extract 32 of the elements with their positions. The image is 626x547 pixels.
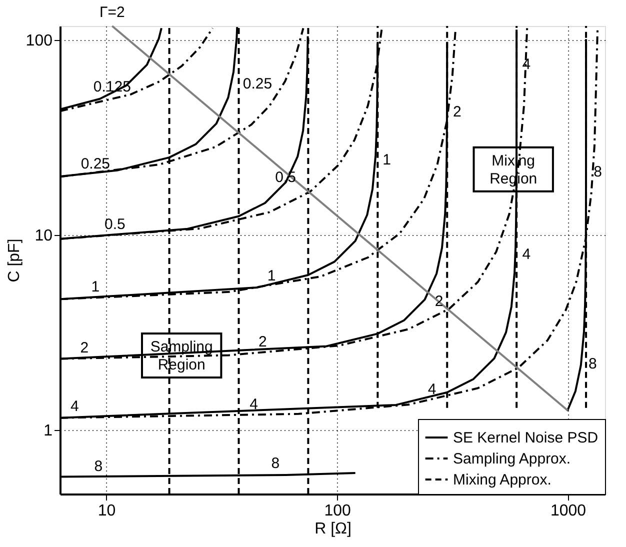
annotation: 8 <box>594 163 602 180</box>
legend-label: Sampling Approx. <box>453 450 571 468</box>
legend-label: Mixing Approx. <box>453 472 552 488</box>
annotation: 8 <box>271 454 280 472</box>
x-tick-label: 100 <box>324 502 351 520</box>
annotation: 0.5 <box>104 216 126 233</box>
annotation: 4 <box>522 246 531 263</box>
annotation: 4 <box>522 56 531 73</box>
annotation: 2 <box>258 333 267 350</box>
annotation: 2 <box>80 340 89 357</box>
annotation: 8 <box>94 458 103 475</box>
y-axis-title: C [pF] <box>6 238 23 282</box>
annotation: 0.25 <box>242 76 272 93</box>
legend-label: SE Kernel Noise PSD <box>453 430 598 446</box>
y-tick-label: 10 <box>34 228 53 245</box>
x-tick-label: 10 <box>98 502 116 520</box>
annotation: 4 <box>428 380 436 398</box>
annotation: 8 <box>588 355 597 372</box>
annotation: 0.25 <box>80 155 110 172</box>
annotation: 2 <box>434 292 444 310</box>
annotation: 4 <box>250 396 258 414</box>
x-tick-label: 1000 <box>550 502 586 520</box>
annotation: Sampling Region <box>150 338 213 374</box>
annotation: 2 <box>452 104 462 121</box>
annotation: Γ=2 <box>99 4 125 21</box>
y-tick-label: 1 <box>44 422 53 440</box>
y-tick-label: 100 <box>26 32 53 50</box>
annotation: 4 <box>70 398 79 416</box>
annotation: 1 <box>267 268 276 285</box>
annotation: 1 <box>91 278 100 296</box>
x-axis-title: R [Ω] <box>314 520 352 538</box>
annotation: 1 <box>382 151 391 168</box>
